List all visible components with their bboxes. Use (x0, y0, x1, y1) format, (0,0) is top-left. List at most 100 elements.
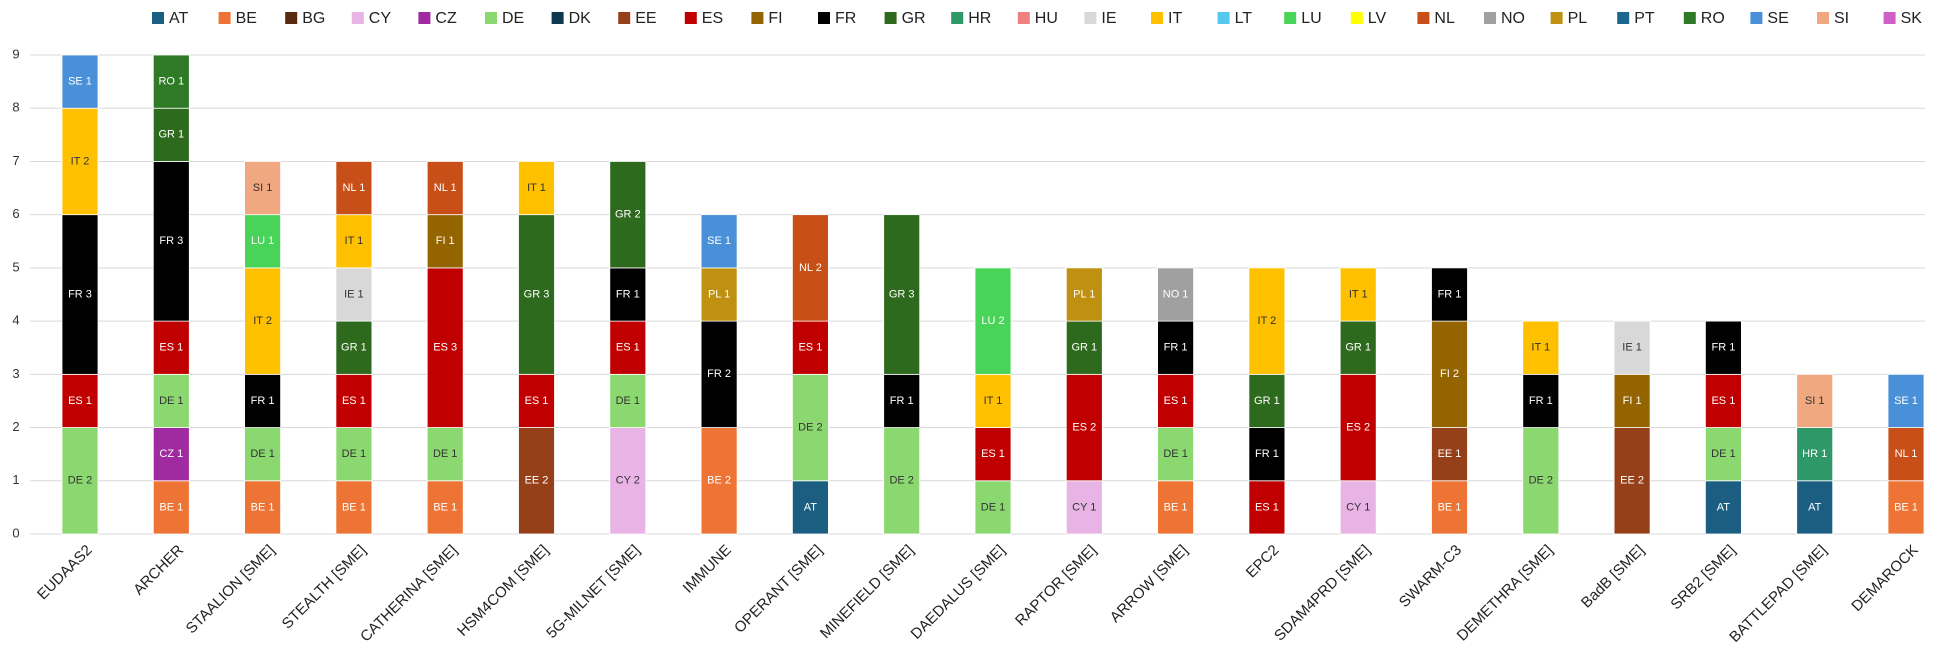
data-label: IT 1 (345, 235, 364, 247)
bar-segment (974, 267, 1012, 375)
bar-segment (335, 480, 373, 535)
bar-segment (1157, 427, 1194, 482)
bar-segment (152, 161, 190, 322)
bar-segment (1065, 373, 1103, 482)
y-tick-label: 2 (12, 419, 19, 434)
data-label: BE 1 (1894, 501, 1918, 513)
bar-segment (1431, 267, 1468, 322)
bar-segment (700, 214, 738, 269)
data-label: ES 3 (433, 342, 457, 354)
data-label: GR 1 (1254, 395, 1280, 407)
bar-segment (335, 267, 373, 322)
bar-segment (426, 161, 464, 216)
y-tick-label: 9 (12, 46, 19, 61)
bar-segment (426, 480, 464, 535)
data-label: FR 1 (616, 288, 640, 300)
bar-segment (1157, 320, 1194, 375)
data-label: SE 1 (68, 76, 92, 88)
bar-segment (1248, 267, 1286, 375)
bar-segment (609, 161, 647, 269)
legend-label: ES (702, 10, 723, 27)
legend-label: SI (1834, 10, 1849, 27)
bar-segment (1431, 427, 1468, 482)
data-label: LU 2 (981, 315, 1004, 327)
legend-label: FI (768, 10, 782, 27)
data-label: GR 1 (158, 129, 184, 141)
data-label: BE 1 (251, 501, 275, 513)
data-label: FR 1 (1529, 395, 1553, 407)
legend-label: NL (1434, 10, 1455, 27)
data-label: RO 1 (158, 76, 184, 88)
legend-label: GR (902, 10, 926, 27)
y-tick-label: 1 (12, 472, 19, 487)
legend-label: PT (1634, 10, 1655, 27)
data-label: DE 2 (68, 475, 92, 487)
bar-segment (244, 373, 282, 428)
data-label: FR 1 (1164, 342, 1188, 354)
data-label: AT (1808, 501, 1822, 513)
x-tick-label: EUDAAS2 (34, 542, 96, 604)
x-tick-label: RAPTOR [SME] (1012, 542, 1100, 630)
bar-segment (61, 107, 99, 216)
bar-segment (426, 427, 464, 482)
legend-swatch (1217, 12, 1230, 24)
data-label: DE 1 (159, 395, 183, 407)
x-tick-label: OPERANT [SME] (731, 542, 826, 637)
data-label: FR 2 (707, 368, 731, 380)
x-tick-label: SRB2 [SME] (1667, 542, 1739, 614)
legend-label: CY (369, 10, 392, 27)
bar-segment (1157, 480, 1194, 535)
data-label: IE 1 (1622, 342, 1642, 354)
x-tick-label: STAALION [SME] (183, 542, 279, 638)
legend-swatch (1417, 12, 1430, 24)
data-label: ES 1 (68, 395, 92, 407)
legend-label: LV (1368, 10, 1387, 27)
bar-segment (1339, 267, 1377, 322)
data-label: SE 1 (707, 235, 731, 247)
bar-segment (1887, 480, 1925, 535)
legend-label: EE (635, 10, 656, 27)
data-label: DE 1 (250, 448, 274, 460)
data-label: CZ 1 (159, 448, 183, 460)
legend-swatch (218, 12, 231, 24)
data-label: AT (1717, 501, 1731, 513)
data-label: FR 3 (68, 288, 92, 300)
bar-segment (1796, 427, 1834, 482)
y-tick-label: 0 (12, 525, 19, 540)
bar-segment (700, 320, 738, 428)
data-label: NL 2 (799, 262, 822, 274)
legend-swatch (751, 12, 764, 24)
legend-swatch (1017, 12, 1030, 24)
data-label: DE 1 (433, 448, 457, 460)
bar-segment (792, 373, 829, 482)
x-tick-label: SWARM-C3 (1396, 542, 1465, 611)
legend-swatch (351, 12, 364, 24)
legend-swatch (1284, 12, 1297, 24)
data-label: DE 2 (889, 475, 913, 487)
data-label: GR 1 (1071, 342, 1097, 354)
bar-segment (792, 320, 829, 375)
bar-segment (518, 214, 555, 375)
legend-swatch (1550, 12, 1563, 24)
bar-segment (1065, 267, 1103, 322)
data-label: GR 1 (341, 342, 367, 354)
bar-segment (1522, 320, 1560, 375)
data-label: IT 1 (984, 395, 1003, 407)
bar-segment (1705, 427, 1742, 482)
bar-segment (152, 373, 190, 428)
bar-segment (244, 267, 282, 375)
legend-swatch (485, 12, 497, 24)
legend-label: LT (1235, 10, 1253, 27)
y-tick-label: 7 (12, 153, 19, 168)
data-label: FR 1 (1711, 342, 1735, 354)
data-label: BE 1 (1438, 501, 1462, 513)
data-label: PL 1 (708, 288, 730, 300)
x-tick-label: DEMETHRA [SME] (1454, 542, 1557, 645)
data-label: DE 1 (981, 501, 1005, 513)
legend-swatch (818, 12, 830, 24)
data-label: ES 1 (342, 395, 366, 407)
bar-segment (883, 214, 921, 375)
legend-swatch (618, 12, 631, 24)
bar-segment (61, 373, 99, 428)
data-label: DE 1 (342, 448, 366, 460)
